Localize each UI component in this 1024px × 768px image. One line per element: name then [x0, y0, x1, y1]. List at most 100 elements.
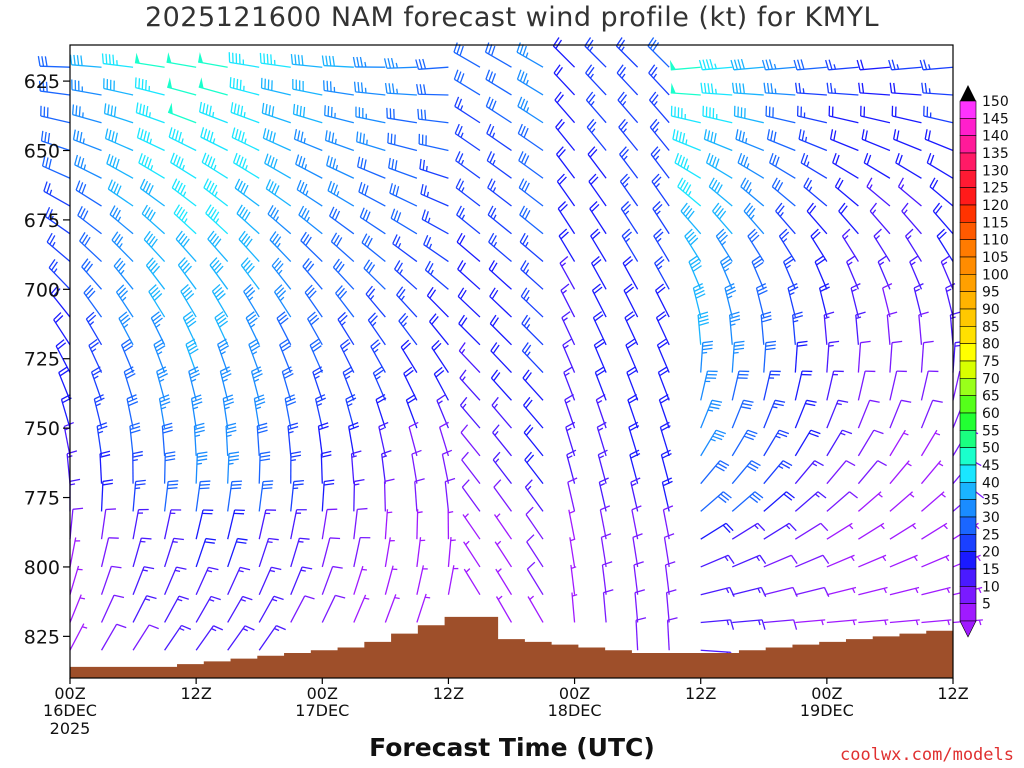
- wind-barb: [793, 59, 827, 71]
- colorbar-label: 80: [982, 337, 1000, 353]
- wind-barb: [763, 586, 798, 597]
- wind-barb: [290, 54, 323, 68]
- wind-barb: [100, 594, 125, 623]
- wind-barb: [932, 202, 954, 235]
- wind-barb: [198, 77, 228, 96]
- wind-barb: [518, 178, 544, 207]
- wind-barb: [655, 311, 670, 346]
- wind-barb: [324, 105, 354, 124]
- wind-barb: [41, 155, 71, 179]
- wind-barb: [737, 152, 765, 179]
- wind-barb: [304, 284, 323, 318]
- wind-barb: [826, 340, 840, 373]
- wind-barb: [856, 59, 890, 71]
- wind-barb: [858, 522, 885, 540]
- wind-barb: [394, 260, 418, 290]
- wind-barb: [353, 478, 365, 512]
- wind-barb: [731, 429, 758, 457]
- colorbar-label: 125: [982, 181, 1009, 197]
- wind-barb: [381, 450, 392, 484]
- wind-barb: [485, 96, 512, 124]
- wind-barb: [918, 311, 929, 345]
- wind-barb: [949, 311, 961, 345]
- wind-barb: [795, 586, 830, 597]
- wind-barb: [195, 595, 221, 623]
- wind-barb: [99, 450, 111, 484]
- wind-barb: [783, 255, 796, 290]
- wind-barb: [101, 53, 134, 68]
- wind-barb: [700, 429, 726, 457]
- wind-barb: [135, 102, 165, 124]
- wind-barb: [516, 69, 544, 96]
- wind-barb: [228, 52, 260, 68]
- wind-barb: [388, 157, 418, 179]
- wind-barb: [649, 118, 670, 151]
- wind-barb: [555, 118, 576, 151]
- wind-barb: [920, 370, 939, 401]
- wind-barb: [858, 586, 888, 596]
- wind-barb: [527, 595, 544, 623]
- wind-barb: [79, 232, 102, 263]
- wind-barb: [731, 460, 761, 485]
- wind-barb: [590, 228, 607, 262]
- wind-barb: [921, 491, 946, 512]
- wind-barb: [90, 366, 103, 401]
- colorbar-label: 25: [982, 527, 1000, 543]
- wind-barb: [794, 522, 829, 540]
- wind-barb: [800, 152, 828, 179]
- wind-barb: [439, 421, 450, 457]
- wind-barb: [680, 202, 702, 235]
- wind-barb: [415, 58, 449, 70]
- wind-barb: [384, 537, 395, 568]
- wind-barb: [136, 127, 165, 152]
- wind-barb: [832, 152, 859, 179]
- wind-barb: [219, 366, 232, 401]
- wind-barb: [433, 366, 450, 401]
- wind-barb: [526, 534, 544, 568]
- wind-barb: [921, 554, 950, 568]
- wind-barb: [37, 55, 71, 68]
- wind-barb: [240, 257, 260, 290]
- wind-barb: [559, 255, 576, 290]
- colorbar-label: 35: [982, 493, 1000, 509]
- wind-barb: [245, 311, 260, 346]
- wind-barb: [74, 154, 102, 179]
- wind-barb: [419, 158, 449, 179]
- wind-barb: [83, 284, 103, 318]
- colorbar-label: 60: [982, 406, 1000, 422]
- wind-barb: [484, 42, 512, 68]
- wind-barb: [763, 619, 798, 630]
- credit-link[interactable]: coolwx.com/models: [840, 745, 1014, 765]
- wind-barb: [389, 183, 418, 207]
- wind-barb: [258, 480, 274, 512]
- wind-barb: [743, 202, 765, 235]
- wind-barb: [630, 477, 641, 512]
- wind-barb: [763, 491, 795, 512]
- colorbar: 1501451401351301251201151101051009590858…: [959, 85, 1009, 638]
- wind-barb: [455, 151, 481, 179]
- wind-barb: [763, 82, 796, 96]
- wind-barb: [702, 105, 733, 124]
- axes: 62565067570072575077580082500Z16DEC20251…: [24, 44, 969, 738]
- wind-barb: [421, 209, 449, 235]
- wind-barb: [72, 129, 102, 152]
- wind-barb: [829, 129, 859, 152]
- wind-barb: [198, 52, 228, 68]
- colorbar-swatch: [959, 100, 977, 119]
- wind-barb: [227, 566, 251, 595]
- wind-barb: [171, 178, 197, 207]
- colorbar-swatch: [959, 135, 977, 154]
- wind-barb: [731, 522, 766, 540]
- wind-barb: [517, 123, 544, 152]
- wind-barb: [414, 478, 425, 512]
- wind-barb: [760, 311, 772, 345]
- wind-barb: [403, 366, 418, 401]
- wind-barb: [195, 509, 214, 540]
- wind-barb: [857, 399, 880, 429]
- wind-barb: [180, 283, 197, 318]
- wind-barb: [826, 586, 857, 596]
- wind-barb: [44, 206, 71, 235]
- y-tick-label: 825: [24, 626, 60, 648]
- colorbar-swatch: [959, 516, 977, 535]
- wind-barb: [416, 84, 449, 96]
